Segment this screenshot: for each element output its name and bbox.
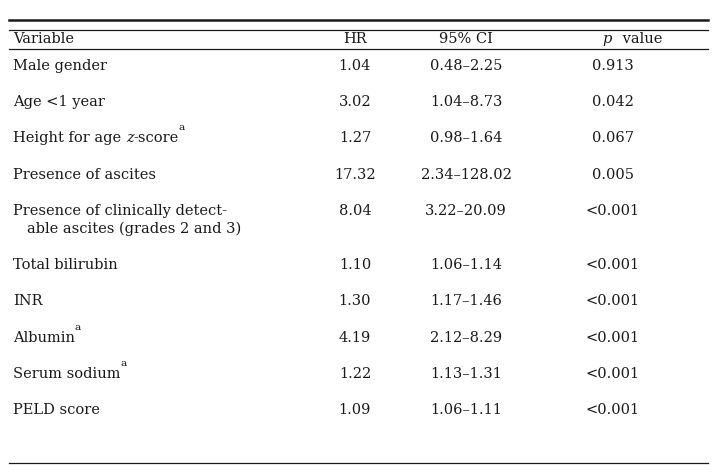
- Text: 0.042: 0.042: [592, 95, 634, 109]
- Text: z: z: [125, 131, 133, 145]
- Text: a: a: [120, 358, 127, 367]
- Text: a: a: [75, 322, 81, 331]
- Text: able ascites (grades 2 and 3): able ascites (grades 2 and 3): [27, 221, 242, 236]
- Text: Total bilirubin: Total bilirubin: [13, 258, 118, 272]
- Text: 1.30: 1.30: [338, 294, 371, 308]
- Text: 1.22: 1.22: [339, 366, 371, 380]
- Text: INR: INR: [13, 294, 42, 308]
- Text: a: a: [179, 123, 185, 132]
- Text: 1.04–8.73: 1.04–8.73: [430, 95, 502, 109]
- Text: 0.913: 0.913: [592, 59, 634, 73]
- Text: 1.17–1.46: 1.17–1.46: [430, 294, 502, 308]
- Text: 3.02: 3.02: [338, 95, 371, 109]
- Text: 2.34–128.02: 2.34–128.02: [421, 167, 511, 181]
- Text: Serum sodium: Serum sodium: [13, 366, 120, 380]
- Text: <0.001: <0.001: [586, 203, 640, 218]
- Text: 17.32: 17.32: [334, 167, 376, 181]
- Text: 0.98–1.64: 0.98–1.64: [430, 131, 502, 145]
- Text: 1.13–1.31: 1.13–1.31: [430, 366, 502, 380]
- Text: 8.04: 8.04: [338, 203, 371, 218]
- Text: <0.001: <0.001: [586, 402, 640, 416]
- Text: Age <1 year: Age <1 year: [13, 95, 105, 109]
- Text: 2.12–8.29: 2.12–8.29: [430, 330, 502, 344]
- Text: Presence of ascites: Presence of ascites: [13, 167, 156, 181]
- Text: Presence of clinically detect-: Presence of clinically detect-: [13, 203, 227, 218]
- Text: <0.001: <0.001: [586, 330, 640, 344]
- Text: HR: HR: [343, 32, 366, 46]
- Text: -score: -score: [133, 131, 179, 145]
- Text: 1.06–1.11: 1.06–1.11: [430, 402, 502, 416]
- Text: PELD score: PELD score: [13, 402, 100, 416]
- Text: Albumin: Albumin: [13, 330, 75, 344]
- Text: 1.04: 1.04: [338, 59, 371, 73]
- Text: value: value: [618, 32, 663, 46]
- Text: 1.06–1.14: 1.06–1.14: [430, 258, 502, 272]
- Text: <0.001: <0.001: [586, 366, 640, 380]
- Text: Height for age: Height for age: [13, 131, 125, 145]
- Text: <0.001: <0.001: [586, 258, 640, 272]
- Text: Variable: Variable: [13, 32, 74, 46]
- Text: p: p: [602, 32, 612, 46]
- Text: 4.19: 4.19: [339, 330, 371, 344]
- Text: 1.10: 1.10: [339, 258, 371, 272]
- Text: 0.48–2.25: 0.48–2.25: [430, 59, 502, 73]
- Text: 1.27: 1.27: [339, 131, 371, 145]
- Text: Male gender: Male gender: [13, 59, 107, 73]
- Text: 1.09: 1.09: [338, 402, 371, 416]
- Text: 0.005: 0.005: [592, 167, 634, 181]
- Text: 0.067: 0.067: [592, 131, 634, 145]
- Text: 3.22–20.09: 3.22–20.09: [425, 203, 507, 218]
- Text: <0.001: <0.001: [586, 294, 640, 308]
- Text: 95% CI: 95% CI: [439, 32, 493, 46]
